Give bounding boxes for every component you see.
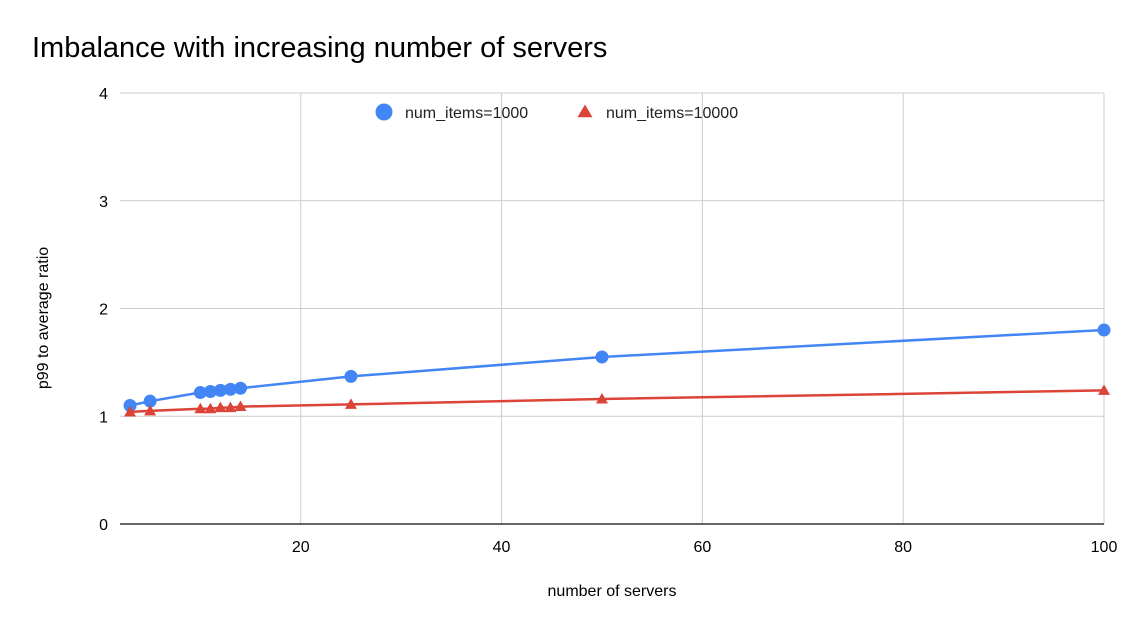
legend-circle-icon: [375, 103, 393, 121]
data-point-triangle: [194, 402, 207, 414]
tick-labels: 0 1 2 3 4 20 40 60 80 100: [99, 86, 1117, 556]
y-tick-label: 4: [99, 86, 108, 103]
data-point-triangle: [144, 404, 157, 416]
series-layer: [123, 323, 1111, 417]
x-tick-label: 60: [693, 539, 711, 556]
data-point-triangle: [214, 401, 227, 413]
y-axis-label: p99 to average ratio: [35, 247, 52, 389]
data-point-circle: [193, 386, 207, 400]
data-point-triangle: [595, 393, 608, 404]
data-point-circle: [203, 384, 217, 398]
x-axis-label: number of servers: [548, 583, 677, 600]
chart-title: Imbalance with increasing number of serv…: [32, 32, 607, 64]
data-point-circle: [595, 350, 609, 364]
data-point-circle: [143, 394, 157, 408]
data-point-circle: [213, 383, 227, 397]
legend: num_items=1000 num_items=10000: [375, 103, 738, 122]
data-point-circle: [233, 381, 247, 395]
grid: [120, 92, 1105, 525]
series-line-1: [129, 328, 1105, 407]
data-point-triangle: [234, 400, 247, 412]
legend-label: num_items=10000: [606, 105, 738, 122]
y-tick-label: 2: [99, 302, 108, 319]
data-point-circle: [223, 382, 237, 396]
series-line-2: [129, 389, 1105, 414]
legend-label: num_items=1000: [405, 105, 528, 122]
x-tick-label: 100: [1091, 539, 1118, 556]
x-tick-label: 80: [894, 539, 912, 556]
data-point-circle: [344, 369, 358, 383]
data-point-triangle: [344, 398, 357, 409]
data-point-circle: [1097, 323, 1111, 337]
y-tick-label: 0: [99, 517, 108, 534]
x-tick-label: 40: [493, 539, 511, 556]
data-point-triangle: [124, 405, 137, 417]
data-point-triangle: [204, 402, 217, 414]
y-tick-label: 3: [99, 194, 108, 211]
y-tick-label: 1: [99, 409, 108, 426]
data-point-triangle: [1098, 384, 1110, 395]
data-point-circle: [123, 398, 137, 412]
data-point-triangle: [224, 401, 237, 413]
legend-triangle-icon: [577, 104, 593, 118]
x-tick-label: 20: [292, 539, 310, 556]
